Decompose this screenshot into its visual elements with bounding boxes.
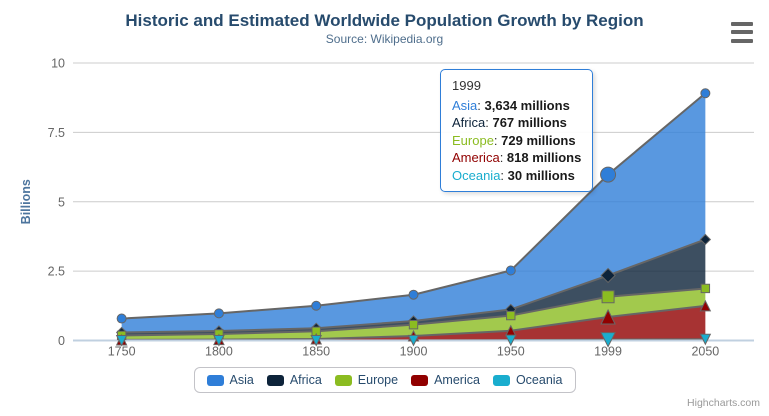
y-axis-label: 0 [58, 334, 65, 348]
marker-asia-1900[interactable] [408, 289, 419, 300]
legend-symbol-america [411, 374, 429, 386]
marker-oceania-1750[interactable] [115, 334, 128, 347]
x-axis-label: 1900 [400, 345, 428, 359]
x-axis-label: 1999 [594, 345, 622, 359]
series-markers-oceania [115, 332, 712, 348]
marker-africa-1999[interactable] [600, 267, 616, 284]
tooltip-row-africa: Africa: 767 millions [452, 115, 567, 130]
y-axis-title: Billions [19, 179, 33, 224]
tooltip-row-europe: Europe: 729 millions [452, 132, 576, 148]
marker-asia-1800[interactable] [213, 308, 224, 319]
series-area-africa[interactable] [121, 239, 706, 336]
tooltip-row-oceania: Oceania: 30 millions [452, 167, 575, 183]
marker-europe-2050[interactable] [700, 283, 711, 294]
marker-america-1999[interactable] [600, 308, 616, 325]
hamburger-bar [731, 21, 753, 26]
series-markers-asia [116, 88, 711, 324]
marker-asia-1999[interactable] [600, 166, 617, 183]
marker-oceania-1999[interactable] [600, 332, 616, 348]
credits-link[interactable]: Highcharts.com [687, 397, 760, 409]
legend-symbol-asia [206, 374, 224, 386]
x-axis-label: 2050 [691, 345, 719, 359]
hamburger-bar [731, 30, 753, 34]
marker-oceania-1850[interactable] [310, 334, 323, 347]
marker-europe-1999[interactable] [601, 290, 615, 304]
x-axis-label: 1850 [302, 345, 330, 359]
y-axis-label: 5 [58, 195, 65, 209]
tooltip: 1999 Asia: 3,634 millions Africa: 767 mil… [440, 69, 594, 192]
legend-label: America [434, 373, 480, 387]
marker-europe-1950[interactable] [506, 310, 516, 321]
tooltip-rows: Asia: 3,634 millions Africa: 767 millions… [452, 97, 581, 185]
marker-asia-1750[interactable] [116, 313, 127, 324]
legend-symbol-europe [334, 374, 352, 386]
legend-label: Africa [289, 373, 322, 387]
marker-asia-1950[interactable] [505, 265, 516, 276]
legend-item-africa[interactable]: Africa [266, 373, 322, 387]
tooltip-header: 1999 [452, 78, 481, 93]
marker-america-2050[interactable] [699, 299, 712, 312]
x-axis-label: 1800 [205, 345, 233, 359]
marker-oceania-2050[interactable] [699, 333, 712, 346]
series-markers-europe [116, 283, 711, 341]
marker-asia-1850[interactable] [311, 300, 322, 311]
legend-item-asia[interactable]: Asia [206, 373, 254, 387]
marker-europe-1900[interactable] [408, 319, 419, 330]
legend-label: Oceania [515, 373, 563, 387]
marker-oceania-1900[interactable] [407, 334, 420, 347]
marker-africa-2050[interactable] [699, 233, 712, 246]
y-axis-label: 2.5 [48, 265, 65, 279]
x-axis-label: 1950 [497, 345, 525, 359]
y-axis-label: 10 [51, 57, 65, 71]
series-area-america[interactable] [121, 305, 706, 341]
marker-oceania-1950[interactable] [504, 334, 517, 347]
chart-title: Historic and Estimated Worldwide Populat… [125, 11, 644, 30]
context-menu-button[interactable] [726, 16, 758, 48]
y-axis-label: 7.5 [48, 126, 65, 140]
tooltip-row-asia: Asia: 3,634 millions [452, 97, 570, 113]
series-area-asia[interactable] [121, 93, 706, 333]
chart-subtitle: Source: Wikipedia.org [325, 32, 444, 46]
x-axis-label: 1750 [108, 345, 136, 359]
legend-symbol-oceania [492, 374, 510, 386]
legend-item-europe[interactable]: Europe [334, 373, 399, 387]
legend-label: Europe [357, 373, 399, 387]
legend-item-america[interactable]: America [411, 373, 480, 387]
marker-asia-2050[interactable] [700, 88, 711, 99]
tooltip-row-america: America: 818 millions [452, 150, 582, 165]
marker-oceania-1800[interactable] [213, 334, 225, 347]
hamburger-icon [726, 21, 758, 43]
legend-symbol-africa [266, 374, 284, 386]
legend-item-oceania[interactable]: Oceania [492, 373, 563, 387]
legend: Asia Africa Europe America Oceania [193, 367, 576, 393]
legend-label: Asia [229, 373, 254, 387]
hamburger-bar [731, 38, 753, 43]
